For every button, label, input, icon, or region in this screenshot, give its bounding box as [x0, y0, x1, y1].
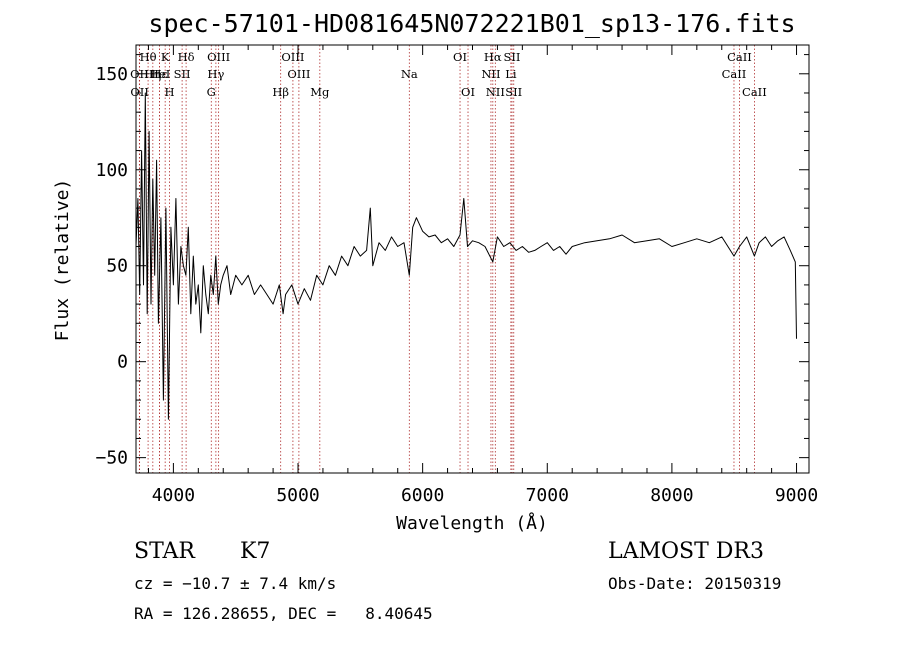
- x-axis-label: Wavelength (Å): [396, 512, 548, 534]
- line-label: K: [161, 50, 170, 64]
- x-tick-label: 8000: [650, 485, 693, 506]
- x-tick-label: 5000: [276, 485, 319, 506]
- line-label: H: [165, 85, 175, 99]
- line-label: CaII: [742, 85, 767, 99]
- series-layer: [135, 92, 797, 420]
- x-tick-label: 7000: [526, 485, 569, 506]
- line-label: OIII: [287, 67, 310, 81]
- line-label: SII: [504, 50, 521, 64]
- line-label: NII: [481, 67, 500, 81]
- line-label: Hη: [144, 67, 161, 81]
- line-label: Hβ: [272, 85, 289, 99]
- line-label: OII: [130, 85, 149, 99]
- line-label: HeI: [149, 67, 170, 81]
- survey-label: LAMOST DR3: [608, 539, 764, 564]
- plot-frame: [135, 44, 810, 474]
- line-label: CaII: [722, 67, 747, 81]
- line-label: G: [207, 85, 216, 99]
- y-axis-label: Flux (relative): [52, 179, 73, 342]
- coords-label: RA = 126.28655, DEC = 8.40645: [134, 604, 433, 623]
- line-label: Na: [401, 67, 418, 81]
- line-label: Hα: [484, 50, 502, 64]
- chart-title: spec-57101-HD081645N072221B01_sp13-176.f…: [148, 9, 795, 38]
- line-markers: [138, 45, 755, 473]
- y-tick-label: 150: [95, 64, 128, 85]
- line-label: Hδ: [178, 50, 195, 64]
- series-line-flux: [135, 92, 797, 420]
- line-label: SII: [174, 67, 191, 81]
- line-label: Hγ: [207, 67, 224, 81]
- line-label: CaII: [727, 50, 752, 64]
- line-label: Mg: [310, 85, 330, 99]
- line-label: Hθ: [140, 50, 157, 64]
- subclass-label: K7: [240, 539, 271, 564]
- line-label: OI: [453, 50, 467, 64]
- y-tick-label: 50: [106, 256, 128, 277]
- x-tick-label: 4000: [152, 485, 195, 506]
- axis-ticks: 4000 5000 6000 7000 8000 9000 −50 0 50 100 150: [95, 45, 818, 506]
- y-tick-label: 0: [117, 352, 128, 373]
- redshift-label: cz = −10.7 ± 7.4 km/s: [134, 574, 337, 593]
- x-tick-label: 6000: [401, 485, 444, 506]
- y-tick-label: −50: [95, 448, 128, 469]
- line-label: Li: [505, 67, 517, 81]
- line-label: OIII: [207, 50, 230, 64]
- line-label: OI: [461, 85, 475, 99]
- line-label: OIII: [281, 50, 304, 64]
- y-tick-label: 100: [95, 160, 128, 181]
- x-tick-label: 9000: [775, 485, 818, 506]
- line-label: NII: [486, 85, 505, 99]
- line-label: SII: [505, 85, 522, 99]
- obs-date-label: Obs-Date: 20150319: [608, 574, 782, 593]
- class-label: STAR: [134, 539, 195, 564]
- line-label: Hε: [152, 67, 168, 81]
